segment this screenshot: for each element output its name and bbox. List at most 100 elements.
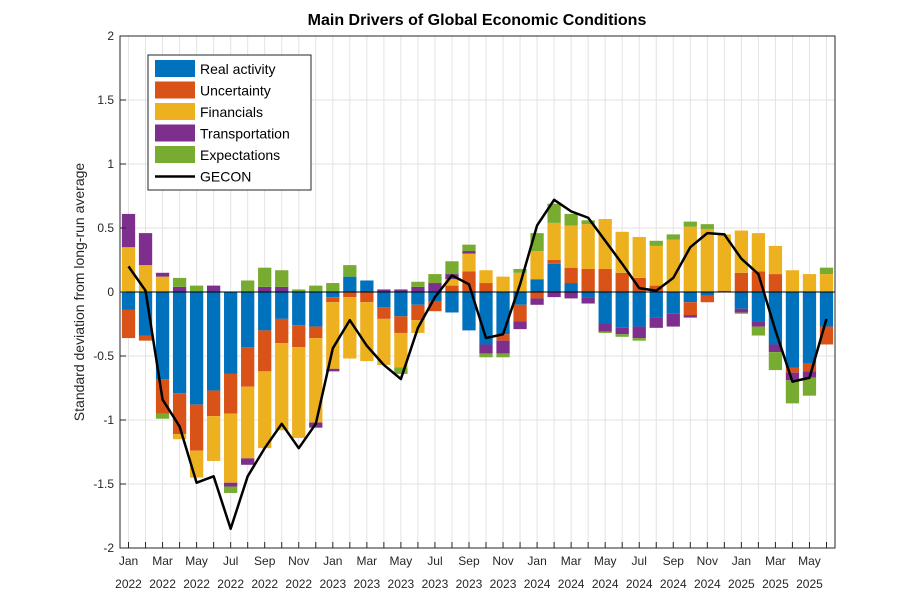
bar-real-activity	[326, 292, 340, 298]
bar-real-activity	[615, 292, 629, 328]
bar-uncertainty	[785, 367, 800, 373]
x-tick-year: 2023	[456, 577, 483, 591]
bar-expectations	[172, 277, 187, 287]
bar-expectations	[564, 213, 578, 226]
bar-uncertainty	[649, 285, 663, 292]
bar-real-activity	[206, 292, 221, 391]
bar-transportation	[428, 283, 442, 292]
bar-real-activity	[189, 292, 204, 405]
bar-transportation	[547, 292, 561, 298]
bar-financials	[206, 416, 221, 461]
bar-real-activity	[445, 292, 459, 313]
bar-uncertainty	[258, 330, 272, 372]
bar-financials	[394, 332, 408, 368]
bar-expectations	[479, 353, 493, 358]
x-tick-year: 2024	[524, 577, 551, 591]
bar-financials	[121, 247, 136, 292]
x-tick-year: 2023	[490, 577, 517, 591]
bar-financials	[172, 434, 187, 440]
bar-financials	[445, 279, 459, 286]
bar-financials	[479, 270, 493, 284]
bar-real-activity	[547, 263, 561, 292]
bar-real-activity	[275, 292, 289, 319]
bar-uncertainty	[377, 307, 391, 319]
bar-financials	[360, 302, 374, 362]
x-tick-year: 2022	[183, 577, 210, 591]
bar-real-activity	[138, 292, 153, 336]
x-tick-year: 2023	[422, 577, 449, 591]
y-tick-label: 1	[107, 157, 114, 171]
bar-expectations	[751, 326, 766, 336]
bar-uncertainty	[121, 309, 136, 339]
bar-transportation	[121, 213, 136, 248]
bar-financials	[785, 270, 800, 292]
bar-uncertainty	[598, 268, 612, 292]
bar-financials	[615, 231, 629, 273]
bar-uncertainty	[445, 285, 459, 292]
bar-real-activity	[666, 292, 680, 314]
bar-expectations	[496, 353, 510, 358]
bar-financials	[768, 245, 783, 275]
bar-real-activity	[496, 292, 510, 335]
bar-financials	[683, 226, 697, 292]
bar-transportation	[785, 372, 800, 381]
bar-expectations	[428, 274, 442, 284]
x-tick-month: Jan	[527, 554, 546, 568]
bar-financials	[632, 236, 646, 278]
chart-title: Main Drivers of Global Economic Conditio…	[308, 12, 647, 29]
bar-uncertainty	[581, 268, 595, 292]
bar-financials	[241, 386, 255, 459]
bar-expectations	[581, 220, 595, 225]
x-tick-year: 2022	[149, 577, 176, 591]
bar-expectations	[819, 267, 834, 275]
bar-financials	[666, 239, 680, 292]
bar-financials	[155, 276, 170, 292]
legend: Real activity Uncertainty Financials Transp…	[147, 54, 312, 191]
x-tick-month: Sep	[254, 554, 276, 568]
bar-transportation	[394, 289, 408, 292]
bar-uncertainty	[206, 390, 221, 417]
bar-uncertainty	[734, 272, 749, 292]
bar-uncertainty	[172, 393, 187, 435]
bar-real-activity	[258, 292, 272, 331]
bar-real-activity	[172, 292, 187, 394]
x-tick-year: 2022	[115, 577, 142, 591]
y-tick-label: 1.5	[97, 93, 114, 107]
bar-transportation	[224, 482, 238, 487]
y-axis-label: Standard deviation from long-run average	[71, 163, 87, 422]
x-tick-month: Mar	[152, 554, 173, 568]
bar-uncertainty	[309, 326, 323, 339]
bar-uncertainty	[479, 283, 493, 292]
bar-expectations	[445, 261, 459, 275]
bar-uncertainty	[360, 292, 374, 303]
bar-uncertainty	[615, 272, 629, 292]
bar-expectations	[224, 486, 238, 493]
x-tick-year: 2025	[762, 577, 789, 591]
bar-real-activity	[155, 292, 170, 380]
bar-real-activity	[819, 292, 834, 327]
bar-expectations	[632, 338, 646, 341]
bar-transportation	[172, 286, 187, 292]
x-tick-month: May	[798, 554, 821, 568]
bar-financials	[462, 253, 476, 272]
bar-uncertainty	[717, 290, 731, 292]
bar-expectations	[649, 240, 663, 246]
bar-transportation	[666, 313, 680, 327]
bar-uncertainty	[411, 304, 425, 321]
x-tick-month: Jul	[427, 554, 442, 568]
bar-real-activity	[394, 292, 408, 317]
legend-swatch-expectations	[155, 146, 195, 163]
bar-financials	[224, 413, 238, 483]
legend-label: GECON	[200, 169, 251, 185]
bar-real-activity	[581, 292, 595, 298]
bar-expectations	[292, 289, 306, 292]
bar-financials	[309, 338, 323, 423]
bar-transportation	[377, 289, 391, 292]
bar-financials	[581, 224, 595, 269]
bar-expectations	[411, 281, 425, 287]
bar-expectations	[513, 268, 527, 273]
bar-transportation	[530, 298, 544, 305]
bar-transportation	[564, 292, 578, 299]
bar-real-activity	[785, 292, 800, 368]
bar-financials	[292, 347, 306, 438]
